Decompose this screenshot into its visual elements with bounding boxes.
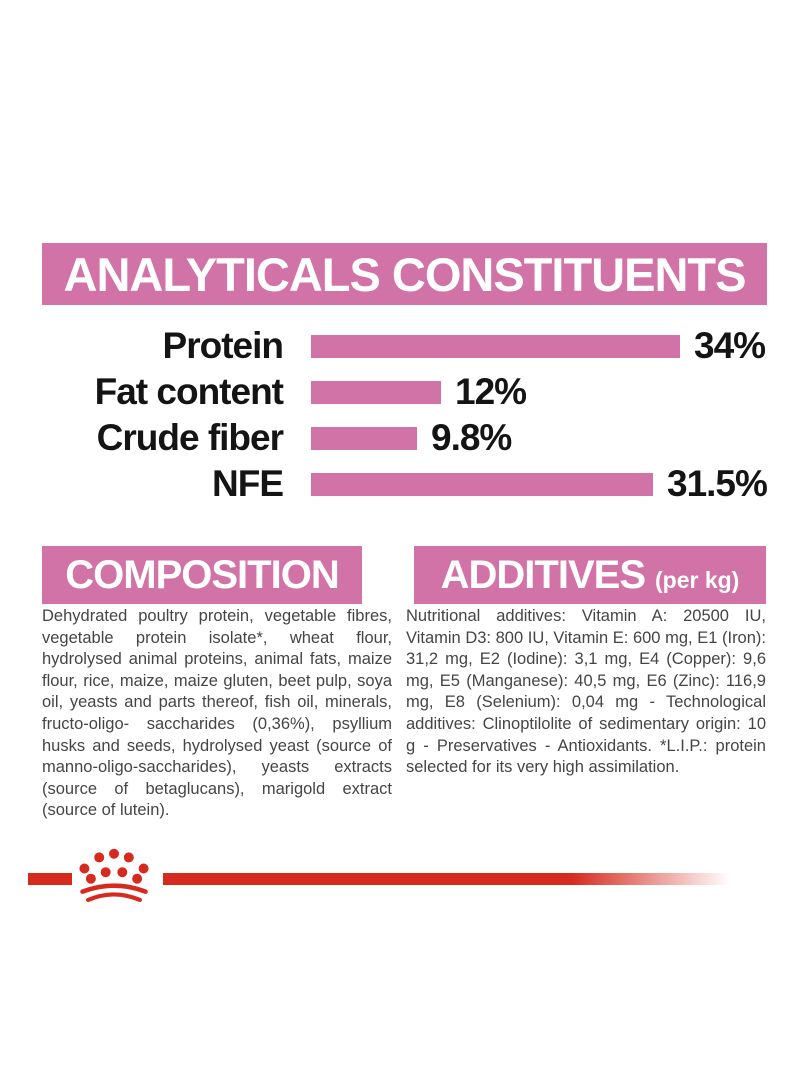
chart-row: Fat content 12% [42,369,768,415]
chart-row-value: 12% [455,371,527,412]
additives-subtitle: (per kg) [655,566,740,593]
analyticals-chart: Protein 34% Fat content 12% Crude fiber 9.8% N… [42,323,768,507]
chart-row: Protein 34% [42,323,768,369]
chart-row-label: Protein [162,325,284,366]
composition-title: COMPOSITION [65,552,339,597]
chart-row-label: NFE [212,463,284,504]
chart-row-label: Fat content [94,371,284,412]
chart-row-label: Crude fiber [96,417,284,458]
chart-row-value: 31.5% [667,463,768,504]
analyticals-title: ANALYTICALS CONSTITUENTS [63,247,747,301]
footer-rule-main-segment [163,873,730,885]
royal-canin-crown-icon [79,848,149,903]
chart-row-value: 9.8% [431,417,512,458]
chart-row: NFE 31.5% [42,461,768,507]
chart-row-value: 34% [694,325,766,366]
chart-bar [311,472,653,496]
chart-row: Crude fiber 9.8% [42,415,768,461]
analyticals-banner: ANALYTICALS CONSTITUENTS [42,243,767,305]
chart-bar [311,380,441,404]
additives-banner: ADDITIVES (per kg) [414,546,766,604]
composition-text: Dehydrated poultry protein, vegetable fi… [42,607,392,820]
chart-bar [311,334,680,358]
additives-text: Nutritional additives: Vitamin A: 20500 … [406,607,766,777]
chart-bar [311,426,417,450]
additives-title: ADDITIVES [440,552,646,597]
footer-rule-left-segment [28,873,72,885]
composition-banner: COMPOSITION [42,546,362,604]
